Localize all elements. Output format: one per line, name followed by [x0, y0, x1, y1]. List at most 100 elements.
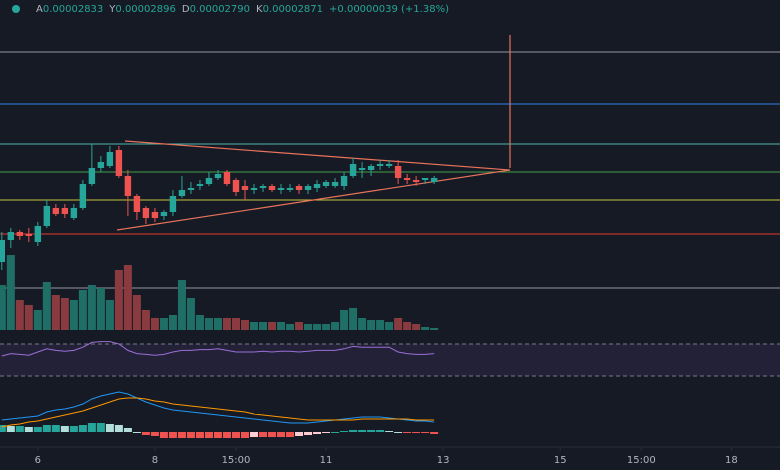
- volume-bar: [123, 265, 132, 330]
- macd-hist-bar: [204, 432, 213, 438]
- volume-bar: [430, 328, 439, 330]
- x-tick-label: 15:00: [222, 455, 251, 466]
- candle-body: [196, 184, 204, 186]
- candle-body: [151, 212, 159, 218]
- volume-bar: [141, 310, 150, 330]
- volume-bar: [105, 300, 114, 330]
- macd-hist-bar: [141, 432, 150, 435]
- candle-body: [88, 168, 96, 184]
- candle-body: [97, 162, 105, 168]
- candle-body: [61, 208, 69, 214]
- candle-body: [367, 166, 375, 170]
- rsi-band: [0, 344, 780, 376]
- candle-body: [0, 240, 6, 262]
- x-tick-label: 13: [437, 455, 450, 466]
- macd-hist-bar: [213, 432, 222, 438]
- macd-hist-bar: [60, 426, 69, 432]
- volume-bar: [268, 322, 277, 330]
- volume-bar: [15, 300, 24, 330]
- candle-body: [115, 150, 123, 176]
- volume-bar: [313, 324, 322, 330]
- macd-hist-bar: [394, 432, 403, 433]
- volume-bar: [286, 324, 295, 330]
- volume-bar: [213, 318, 222, 330]
- candle-body: [43, 206, 51, 226]
- volume-bar: [385, 322, 394, 330]
- macd-panel: [0, 391, 439, 438]
- candle-body: [52, 208, 60, 214]
- candle-body: [295, 186, 303, 190]
- candle-body: [322, 182, 330, 186]
- header-value: 0.00002790: [190, 4, 250, 15]
- macd-hist-bar: [249, 432, 258, 437]
- candle-body: [232, 180, 240, 192]
- volume-bar: [168, 315, 177, 330]
- volume-bar: [96, 288, 105, 330]
- volume-bar: [42, 282, 51, 330]
- header-label: A: [36, 4, 43, 15]
- macd-hist-bar: [168, 432, 177, 438]
- candle-body: [304, 186, 312, 190]
- macd-hist-bar: [277, 432, 286, 437]
- macd-hist-bar: [295, 432, 304, 436]
- volume-bar: [277, 322, 286, 330]
- x-tick-label: 11: [320, 455, 333, 466]
- macd-hist-bar: [51, 425, 60, 432]
- candle-body: [241, 186, 249, 190]
- volume-bar: [340, 310, 349, 330]
- rsi-line: [1, 341, 435, 357]
- macd-hist-bar: [240, 432, 249, 438]
- candle-body: [79, 184, 87, 208]
- volume-bar: [349, 308, 358, 330]
- volume-bar: [204, 318, 213, 330]
- volume-bar: [177, 280, 186, 330]
- macd-hist-bar: [403, 432, 412, 433]
- volume-bar: [159, 318, 168, 330]
- x-tick-label: 6: [35, 455, 41, 466]
- volume-bar: [376, 320, 385, 330]
- macd-hist-bar: [358, 430, 367, 432]
- volume-bar: [69, 300, 78, 330]
- header-label: Y: [108, 4, 116, 15]
- macd-hist-bar: [132, 432, 141, 433]
- volume-bar: [87, 285, 96, 330]
- levels: [0, 51, 780, 289]
- volume-bar: [249, 322, 258, 330]
- macd-hist-bar: [33, 427, 42, 432]
- header-label: D: [182, 4, 190, 15]
- macd-hist-bar: [259, 432, 268, 437]
- volume-bar: [0, 285, 6, 330]
- macd-hist-bar: [78, 425, 87, 432]
- volume-bar: [33, 310, 42, 330]
- signal-line: [1, 397, 435, 428]
- volume-bar: [412, 324, 421, 330]
- candle-body: [412, 180, 420, 182]
- macd-hist-bar: [313, 432, 322, 434]
- volume-bar: [60, 298, 69, 330]
- macd-hist-bar: [286, 432, 295, 437]
- volume-bar: [394, 318, 403, 330]
- x-tick-label: 15: [554, 455, 567, 466]
- header-value: +0.00000039 (+1.38%): [329, 4, 449, 15]
- macd-hist-bar: [430, 432, 439, 434]
- macd-hist-bar: [159, 432, 168, 438]
- candle-body: [385, 164, 393, 166]
- x-tick-label: 8: [152, 455, 158, 466]
- candle-body: [376, 164, 384, 166]
- rsi-panel: [0, 341, 780, 377]
- macd-hist-bar: [15, 426, 24, 432]
- candle-body: [16, 232, 24, 236]
- volume-bar: [240, 320, 249, 330]
- macd-hist-bar: [0, 425, 6, 432]
- volume-bar: [132, 295, 141, 330]
- macd-hist-bar: [412, 432, 421, 433]
- ohlc-header: A0.00002833 Y0.00002896 D0.00002790 K0.0000…: [36, 4, 449, 15]
- macd-hist-bar: [376, 430, 385, 432]
- macd-line: [1, 391, 435, 424]
- macd-hist-bar: [96, 423, 105, 432]
- volume-bar: [403, 322, 412, 330]
- macd-hist-bar: [123, 428, 132, 432]
- x-tick-label: 18: [725, 455, 738, 466]
